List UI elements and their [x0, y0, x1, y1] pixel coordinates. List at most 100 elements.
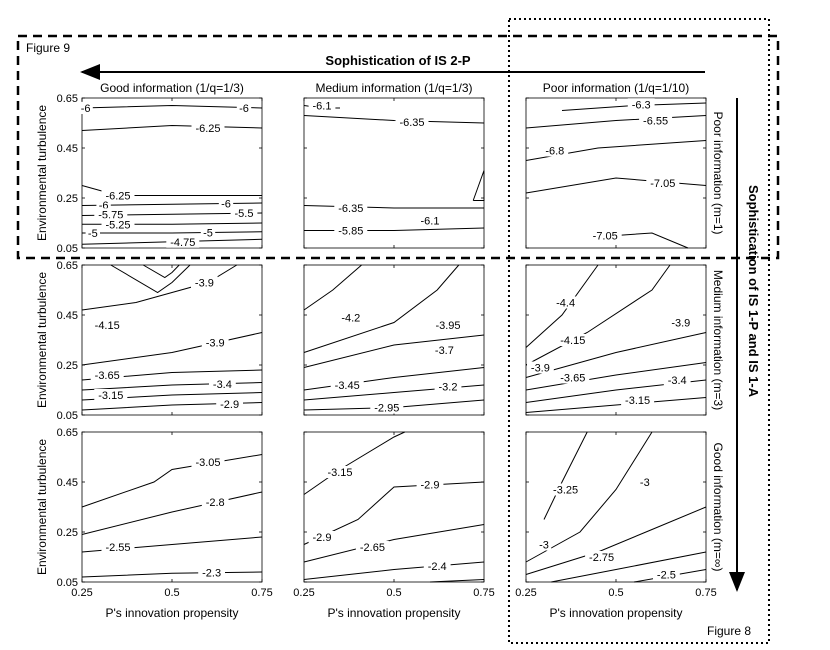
- contour-label: -3.4: [213, 379, 232, 391]
- contour-line: [303, 561, 485, 580]
- contour-line: [525, 115, 707, 129]
- contour-label: -3.65: [560, 373, 585, 385]
- contour-label: -5.85: [338, 226, 363, 238]
- contour-label-bg: [585, 551, 619, 563]
- y-tick-label: 0.25: [57, 193, 78, 205]
- contour-label: -3: [640, 477, 650, 489]
- contour-label: -6: [81, 103, 91, 115]
- row-title: Poor information (m=1): [711, 111, 725, 234]
- contour-label-bg: [101, 218, 135, 231]
- y-tick-label: 0.25: [57, 527, 78, 539]
- contour-line: [525, 264, 671, 366]
- contour-label: -6.8: [545, 146, 564, 158]
- contour-line: [81, 104, 263, 109]
- contour-label: -6.1: [421, 216, 440, 228]
- contour-label-bg: [209, 377, 236, 390]
- contour-label: -4.15: [560, 335, 585, 347]
- contour-label-bg: [588, 229, 622, 242]
- contour-line: [110, 264, 191, 294]
- contour-label-bg: [94, 389, 128, 401]
- contour-label: -6.1: [313, 101, 332, 113]
- contour-label-bg: [334, 224, 368, 237]
- contour-label: -3.15: [98, 390, 123, 402]
- contour-label: -2.9: [421, 480, 440, 492]
- contour-label-bg: [101, 189, 135, 202]
- y-tick-label: 0.45: [57, 310, 78, 322]
- contour-label: -3.9: [206, 338, 225, 350]
- y-tick-label: 0.65: [57, 427, 78, 439]
- contour-label-bg: [94, 208, 128, 221]
- contour-line: [525, 506, 707, 575]
- y-tick-label: 0.05: [57, 577, 78, 589]
- contour-label-bg: [191, 122, 225, 134]
- contour-label: -5: [88, 228, 98, 240]
- y-tick-label: 0.65: [57, 260, 78, 272]
- contour-label: -2.8: [206, 497, 225, 509]
- contour-label: -3.15: [625, 395, 650, 407]
- contour-label-bg: [431, 344, 458, 356]
- row-title: Good information (m=∞): [711, 443, 725, 572]
- contour-label: -2.75: [589, 552, 614, 564]
- contour-line: [543, 431, 588, 520]
- contour-label: -3.9: [195, 278, 214, 290]
- contour-line: [303, 264, 362, 311]
- contour-label-bg: [191, 276, 218, 289]
- contour-label: -2.4: [428, 561, 447, 573]
- contour-label: -3.9: [671, 318, 690, 330]
- contour-line: [615, 232, 689, 249]
- contour-label: -2.9: [313, 532, 332, 544]
- contour-label-bg: [90, 319, 124, 331]
- x-tick-label: 0.25: [71, 587, 92, 599]
- contour-label-bg: [423, 559, 451, 572]
- contour-label-bg: [663, 374, 691, 386]
- contour-label-bg: [216, 397, 243, 410]
- contour-line: [81, 185, 262, 196]
- contour-label-bg: [337, 311, 365, 324]
- column-title: Poor information (1/q=1/10): [543, 81, 689, 95]
- contour-label-bg: [198, 566, 225, 579]
- contour-panels: -6 -6-6.25-6.25-6 -6-5.75 -5.5-5.25-5 -5-4.7…: [35, 81, 725, 620]
- contour-line: [81, 571, 263, 578]
- contour-label-bg: [191, 456, 225, 468]
- contour-label-bg: [201, 336, 229, 349]
- contour-label-bg: [431, 319, 465, 331]
- contour-line: [303, 264, 460, 353]
- contour-label-bg: [78, 102, 93, 114]
- contour-line: [304, 227, 485, 231]
- y-tick-label: 0.05: [57, 410, 78, 422]
- contour-label: -3.95: [435, 320, 460, 332]
- contour-label-bg: [667, 316, 695, 329]
- contour-label: -6.3: [632, 99, 651, 111]
- contour-label-bg: [218, 197, 234, 210]
- contour-label: -3.15: [327, 467, 352, 479]
- contour-label: -6.25: [105, 191, 130, 203]
- contour-line: [429, 579, 485, 583]
- contour-label-bg: [627, 98, 655, 111]
- contour-line: [303, 205, 484, 209]
- x-tick-label: 0.25: [515, 587, 536, 599]
- y-axis-label: Environmental turbulence: [35, 439, 49, 575]
- contour-label-bg: [90, 369, 124, 381]
- figure8-label: Figure 8: [707, 624, 751, 638]
- contour-line: [303, 334, 485, 368]
- x-tick-label: 0.5: [164, 587, 179, 599]
- contour-label-bg: [416, 478, 444, 491]
- contour-label: -2.5: [657, 570, 676, 582]
- contour-label: -3.7: [435, 345, 454, 357]
- figure9-frame: [16, 34, 780, 260]
- contour-label-bg: [653, 568, 680, 581]
- contour-label: -7.05: [650, 178, 675, 190]
- contour-line: [81, 332, 263, 366]
- contour-label: -3.05: [195, 457, 220, 469]
- contour-label: -6.55: [643, 116, 668, 128]
- x-axis-label: P's innovation propensity: [549, 606, 682, 620]
- contour-label-bg: [646, 177, 680, 189]
- contour-line: [525, 397, 707, 413]
- panel-frame: [525, 97, 707, 249]
- contour-label-bg: [621, 394, 655, 406]
- contour-label-bg: [395, 115, 429, 128]
- contour-label-bg: [355, 541, 389, 553]
- contour-line: [82, 231, 263, 234]
- contour-label: -6: [99, 200, 109, 212]
